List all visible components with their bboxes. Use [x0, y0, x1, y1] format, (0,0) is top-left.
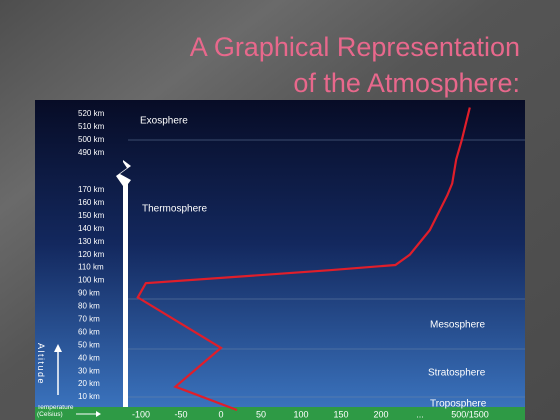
temperature-line [136, 107, 471, 412]
x-tick-label: -50 [174, 409, 187, 419]
y-tick-label: 120 km [78, 250, 105, 259]
y-tick-label: 20 km [78, 379, 100, 388]
layer-label: Stratosphere [428, 368, 486, 379]
y-tick-label: 150 km [78, 211, 105, 220]
x-tick-label: 50 [256, 409, 266, 419]
y-tick-label: 100 km [78, 276, 105, 285]
y-tick-label: 80 km [78, 302, 100, 311]
layer-label: Mesosphere [430, 320, 485, 331]
x-arrow-head [96, 411, 101, 417]
plot-area [35, 100, 525, 420]
temperature-strip [35, 407, 525, 420]
y-tick-label: 130 km [78, 237, 105, 246]
x-tick-label: ... [416, 409, 424, 419]
altitude-bar [116, 100, 131, 407]
y-axis-label: Altitude [36, 343, 46, 385]
y-tick-label: 30 km [78, 366, 100, 375]
y-tick-label: 10 km [78, 392, 100, 401]
title-line: A Graphical Representation [190, 32, 520, 62]
y-tick-label: 510 km [78, 122, 105, 131]
layer-label: Thermosphere [142, 204, 207, 215]
y-tick-label: 500 km [78, 135, 105, 144]
y-tick-label: 90 km [78, 289, 100, 298]
x-tick-label: 500/1500 [451, 409, 489, 419]
x-tick-label: -100 [132, 409, 150, 419]
arrow-head [54, 344, 62, 352]
y-tick-label: 140 km [78, 224, 105, 233]
y-tick-label: 60 km [78, 327, 100, 336]
y-tick-label: 520 km [78, 109, 105, 118]
y-tick-label: 170 km [78, 185, 105, 194]
y-tick-label: 40 km [78, 353, 100, 362]
y-tick-label: 490 km [78, 148, 105, 157]
y-tick-label: 70 km [78, 315, 100, 324]
x-tick-label: 200 [373, 409, 388, 419]
y-tick-label: 160 km [78, 198, 105, 207]
x-tick-label: 150 [333, 409, 348, 419]
y-tick-label: 50 km [78, 340, 100, 349]
layer-label: Exosphere [140, 116, 188, 127]
x-axis-label: Temperature (Celsius) [37, 405, 74, 418]
x-tick-label: 100 [293, 409, 308, 419]
x-axis-label-box: Temperature (Celsius) [37, 405, 74, 418]
layer-label: Troposphere [430, 399, 487, 410]
y-tick-label: 110 km [78, 263, 104, 272]
title-line: of the Atmosphere: [293, 68, 520, 98]
layer-boundaries [128, 139, 525, 398]
x-tick-label: 0 [218, 409, 223, 419]
